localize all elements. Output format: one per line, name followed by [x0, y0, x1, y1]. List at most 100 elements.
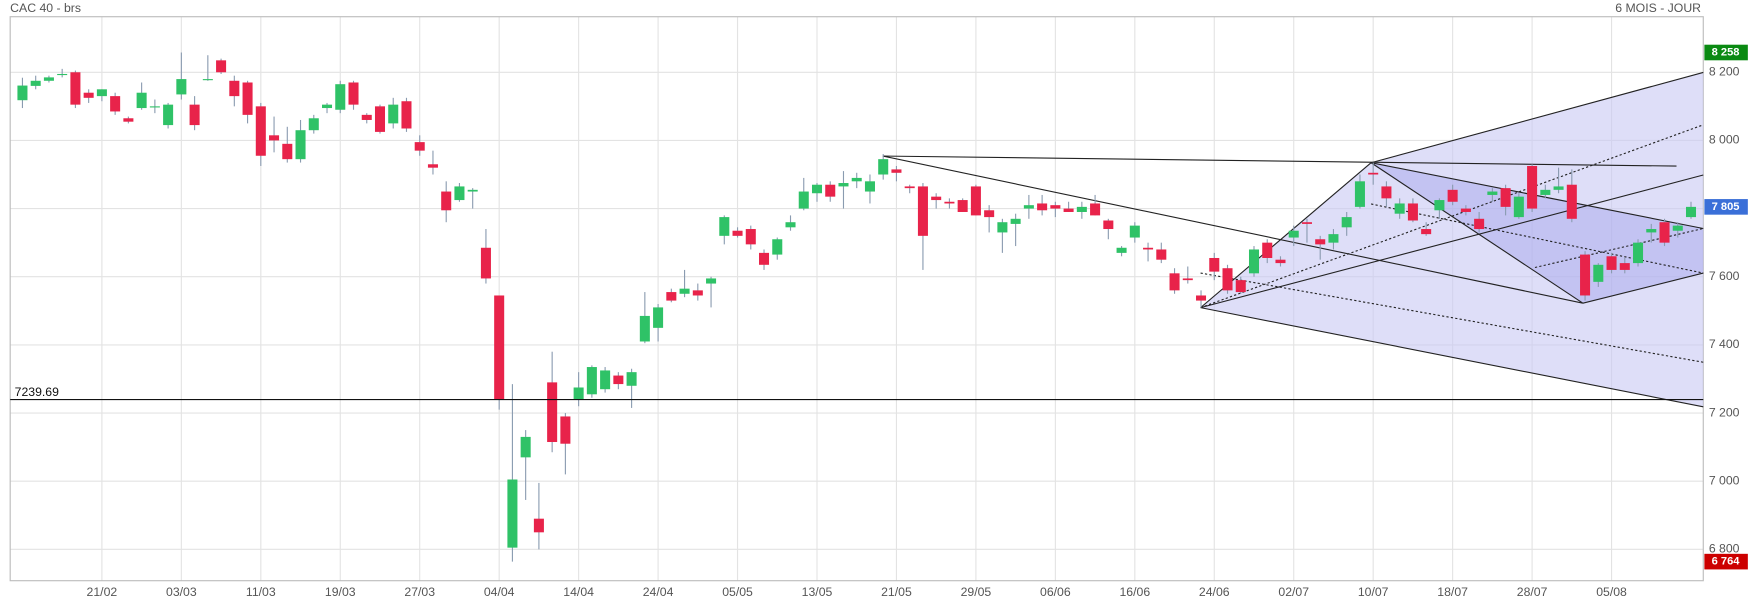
pitchfork-line	[1200, 307, 1704, 408]
candle-body	[904, 186, 915, 189]
candle-body	[96, 89, 107, 97]
candle-body	[1196, 295, 1207, 301]
candle-body	[348, 82, 359, 105]
x-tick-label: 04/04	[484, 585, 515, 599]
candle-body	[1394, 203, 1405, 214]
candle-body	[1553, 186, 1564, 190]
candle-body	[851, 177, 862, 182]
candle-body	[745, 229, 756, 245]
candle-body	[560, 416, 571, 444]
candle-body	[1076, 206, 1087, 212]
candle-body	[295, 130, 306, 160]
candle-body	[255, 106, 266, 156]
candle-body	[1288, 230, 1299, 238]
x-tick-label: 13/05	[802, 585, 833, 599]
candle-body	[480, 247, 491, 279]
y-tick-label: 7 200	[1709, 405, 1740, 419]
candle-body	[1593, 264, 1604, 282]
x-tick-label: 16/06	[1119, 585, 1150, 599]
candle-body	[1050, 205, 1061, 209]
candle-body	[626, 372, 637, 386]
pitchfork-line	[1582, 272, 1704, 304]
candle-body	[1103, 220, 1114, 230]
candle-body	[30, 80, 41, 86]
x-tick-label: 11/03	[246, 585, 276, 599]
candle-body	[1209, 257, 1220, 272]
candle-body	[414, 142, 425, 151]
candle-body	[1513, 196, 1524, 218]
candle-body	[136, 92, 147, 109]
candle-body	[242, 82, 253, 115]
candle-body	[1275, 259, 1286, 264]
y-tick-label: 8 200	[1709, 65, 1740, 79]
x-tick-label: 06/06	[1040, 585, 1071, 599]
candle-body	[1500, 188, 1511, 207]
pitchfork-dotted	[1370, 203, 1704, 274]
candle-body	[692, 290, 703, 296]
candle-body	[1037, 203, 1048, 211]
candle-body	[1540, 189, 1551, 195]
x-tick-label: 29/05	[961, 585, 992, 599]
candle-body	[719, 217, 730, 236]
candle-body	[1381, 186, 1392, 199]
candle-body	[811, 184, 823, 194]
candle-body	[639, 315, 650, 342]
candle-body	[149, 106, 160, 108]
candle-body	[573, 387, 584, 400]
candle-body	[374, 106, 386, 132]
x-tick-label: 24/04	[643, 585, 674, 599]
candle-body	[878, 159, 889, 175]
candle-body	[1633, 242, 1644, 264]
candle-body	[1010, 218, 1021, 224]
candle-body	[282, 143, 293, 160]
candle-body	[17, 85, 28, 101]
pitchfork-dotted	[1200, 272, 1704, 363]
candle-body	[679, 288, 690, 294]
price-label-box	[1704, 553, 1748, 570]
candle-body	[202, 79, 213, 81]
candle-body	[1354, 181, 1365, 207]
trend-line	[882, 155, 1677, 167]
candle-body	[653, 307, 664, 328]
candle-body	[1368, 172, 1379, 175]
pitchfork-median	[1200, 174, 1704, 309]
candle-body	[1341, 217, 1352, 228]
candle-body	[269, 135, 280, 141]
candle-body	[1222, 268, 1233, 291]
chart-subtitle: 6 MOIS - JOUR	[1615, 1, 1701, 15]
candle-body	[984, 210, 995, 218]
y-tick-label: 6 800	[1709, 542, 1740, 556]
candle-body	[1407, 203, 1418, 221]
y-tick-label: 8 000	[1709, 133, 1740, 147]
candle-body	[229, 80, 240, 97]
candles	[17, 52, 1697, 562]
level-label: 7239.69	[15, 385, 59, 399]
candle-body	[1156, 249, 1167, 260]
x-tick-label: 05/08	[1596, 585, 1627, 599]
candle-body	[957, 200, 968, 212]
candle-body	[1023, 205, 1034, 209]
candle-body	[1580, 254, 1591, 296]
candle-body	[586, 367, 597, 395]
candle-body	[189, 104, 200, 126]
candle-body	[494, 295, 505, 400]
pitchfork-dotted	[1534, 227, 1704, 269]
candle-body	[891, 169, 902, 173]
candle-body	[706, 278, 717, 284]
candle-body	[361, 114, 372, 120]
candle-body	[1460, 208, 1471, 212]
candle-body	[1606, 256, 1617, 270]
candle-body	[427, 164, 438, 168]
candle-body	[1566, 184, 1577, 219]
candle-body	[613, 375, 624, 385]
candle-body	[70, 72, 81, 105]
candle-body	[1672, 225, 1683, 231]
candle-body	[467, 189, 478, 192]
trend-line	[882, 155, 1584, 304]
candle-body	[1235, 280, 1246, 293]
candle-body	[1527, 165, 1538, 209]
chart-title: CAC 40 - brs	[10, 1, 81, 15]
candle-body	[1328, 234, 1339, 243]
x-tick-label: 02/07	[1278, 585, 1309, 599]
candle-body	[838, 183, 849, 187]
